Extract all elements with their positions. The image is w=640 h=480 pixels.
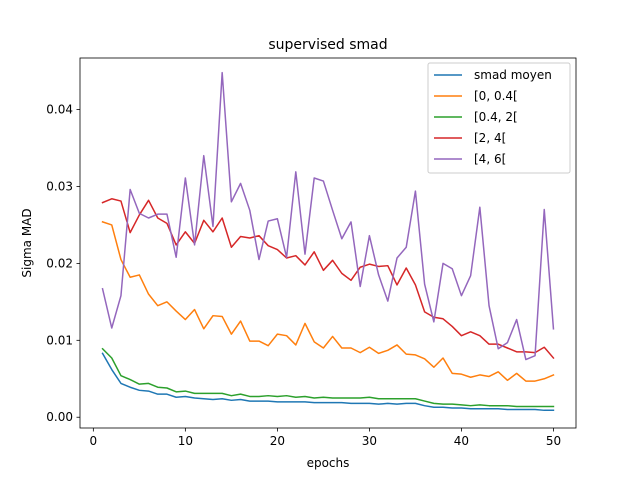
legend-label: [0, 0.4[ — [474, 89, 518, 103]
legend-label: smad moyen — [474, 68, 552, 82]
legend-label: [0.4, 2[ — [474, 110, 518, 124]
y-axis: 0.00 0.01 0.02 0.03 0.04 — [46, 103, 80, 424]
x-tick-label: 50 — [546, 434, 561, 448]
x-axis: 0 10 20 30 40 50 — [90, 428, 561, 448]
legend-label: [4, 6[ — [474, 152, 506, 166]
x-tick-label: 10 — [178, 434, 193, 448]
y-tick-label: 0.04 — [46, 103, 73, 117]
y-tick-label: 0.03 — [46, 179, 73, 193]
legend-label: [2, 4[ — [474, 131, 506, 145]
x-axis-label: epochs — [307, 456, 350, 470]
x-tick-label: 0 — [90, 434, 98, 448]
series-layer — [101, 71, 555, 412]
y-tick-label: 0.00 — [46, 410, 73, 424]
legend: smad moyen [0, 0.4[ [0.4, 2[ [2, 4[ [4, 6[ — [427, 62, 571, 174]
y-tick-label: 0.01 — [46, 333, 73, 347]
series-line — [101, 71, 555, 361]
plot-area-frame — [79, 57, 577, 429]
y-axis-label: Sigma MAD — [20, 208, 34, 277]
series-line — [101, 220, 555, 382]
series-line — [101, 352, 555, 412]
chart-title: supervised smad — [268, 37, 387, 53]
y-tick-label: 0.02 — [46, 256, 73, 270]
x-tick-label: 40 — [454, 434, 469, 448]
legend-box — [427, 62, 571, 174]
x-tick-label: 30 — [362, 434, 377, 448]
series-line — [101, 347, 555, 408]
x-tick-label: 20 — [270, 434, 285, 448]
